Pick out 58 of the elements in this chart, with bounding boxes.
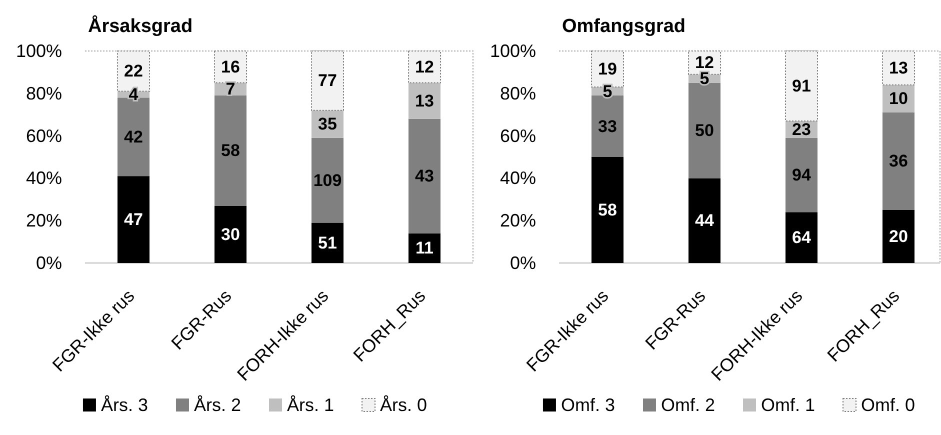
legend-label: Omf. 0 [861, 395, 916, 415]
annotation: 44 [695, 211, 714, 230]
bar [591, 157, 624, 263]
annotation: 50 [695, 121, 714, 140]
annotation: 23 [792, 120, 811, 139]
annotation: 30 [221, 224, 240, 244]
annotation: 109 [313, 170, 342, 190]
bar [117, 176, 150, 263]
y-tick-label: 40% [500, 168, 536, 188]
legend-label: Omf. 3 [560, 395, 615, 415]
y-tick-label: 40% [26, 168, 62, 188]
legend-label: Års. 0 [380, 395, 428, 415]
annotation: 12 [415, 57, 434, 76]
y-tick-label: 20% [500, 210, 536, 231]
y-tick-label: 100% [16, 41, 62, 61]
chart-title: Årsaksgrad [88, 15, 193, 37]
bar [688, 178, 721, 263]
annotation: 43 [415, 166, 434, 186]
annotation: 13 [889, 58, 908, 78]
annotation: 5 [602, 82, 612, 101]
legend-label: Omf. 1 [761, 395, 816, 415]
annotation: 4 [128, 84, 139, 104]
annotation: 35 [318, 114, 337, 134]
annotation: 94 [792, 166, 812, 185]
y-tick-label: 60% [26, 126, 62, 146]
annotation: 7 [226, 80, 236, 99]
annotation: 91 [792, 76, 811, 96]
annotation: 22 [124, 62, 143, 81]
y-tick-label: 60% [500, 126, 536, 146]
annotation: 20 [889, 227, 908, 246]
annotation: 47 [124, 210, 143, 230]
y-tick-label: 0% [36, 253, 62, 273]
annotation: 13 [415, 91, 434, 110]
legend-label: Års. 2 [194, 395, 241, 415]
legend-label: Omf. 2 [660, 395, 715, 415]
chart-title: Omfangsgrad [562, 16, 686, 37]
bar [408, 118, 441, 234]
annotation: 33 [598, 116, 617, 136]
annotation: 58 [598, 200, 617, 220]
annotation: 19 [598, 60, 617, 79]
bar [214, 96, 247, 206]
legend-label: Års. 3 [100, 395, 148, 415]
annotation: 36 [889, 152, 908, 171]
annotation: 64 [792, 228, 812, 248]
annotation: 51 [318, 233, 337, 252]
y-tick-label: 100% [490, 41, 536, 61]
annotation: 16 [221, 57, 240, 76]
annotation: 10 [889, 89, 908, 108]
y-tick-label: 80% [26, 83, 62, 104]
y-tick-label: 20% [26, 210, 62, 231]
y-tick-label: 0% [510, 253, 536, 273]
bar [882, 112, 915, 210]
annotation: 58 [221, 141, 240, 160]
annotation: 42 [124, 127, 143, 146]
y-tick-label: 80% [500, 83, 536, 104]
legend-label: Års. 1 [287, 395, 334, 415]
annotation: 77 [318, 71, 337, 90]
annotation: 11 [416, 238, 434, 258]
